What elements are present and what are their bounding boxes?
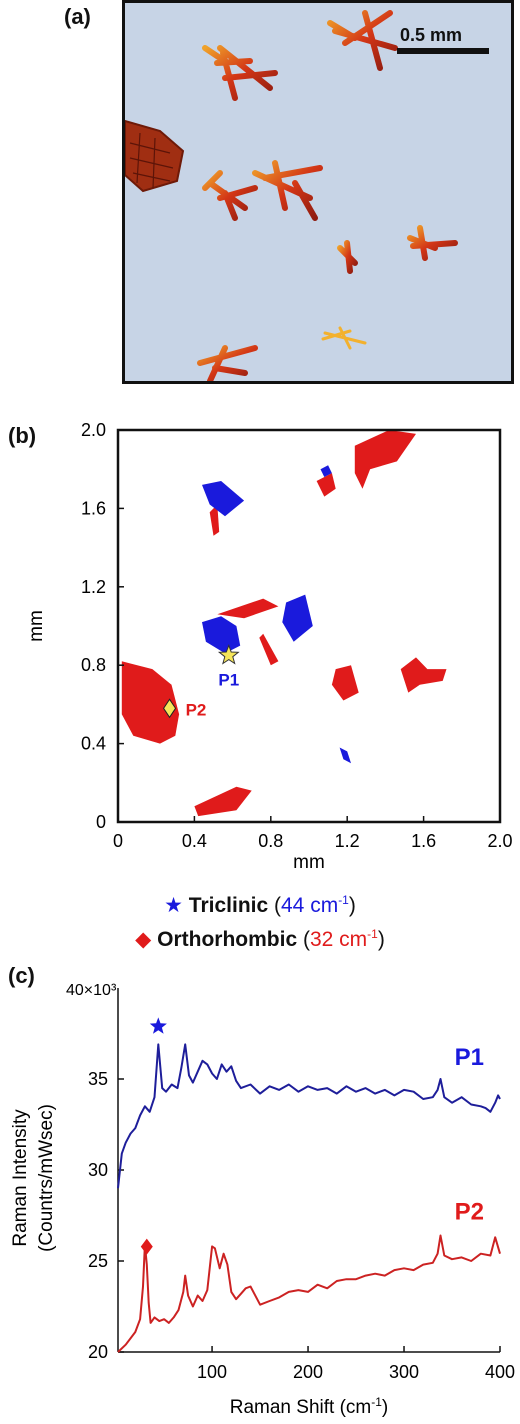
spectra-x-tick-label: 300	[389, 1362, 419, 1382]
legend-triclinic-value: 44 cm-1	[281, 893, 349, 917]
legend-triclinic-sup: -1	[338, 893, 349, 907]
peak-marker-star	[149, 1017, 167, 1034]
scale-bar-label: 0.5 mm	[400, 25, 463, 45]
map-regions	[121, 430, 447, 817]
spectra-y-label-line2: (Countrs/mWsec)	[36, 1104, 57, 1252]
map-region-orthorhombic-9	[209, 504, 220, 536]
legend-triclinic-value-text: 44 cm	[281, 894, 339, 917]
star-icon: ★	[164, 894, 183, 917]
map-region-orthorhombic-5	[400, 657, 447, 693]
map-region-orthorhombic-7	[217, 598, 279, 619]
series-label-p1: P1	[455, 1044, 484, 1071]
map-region-triclinic-5	[339, 747, 351, 764]
map-region-orthorhombic-6	[331, 665, 359, 701]
crystal-clusters	[197, 10, 458, 381]
map-point-label-p2: P2	[186, 700, 207, 719]
legend-triclinic: ★ Triclinic (44 cm-1)	[0, 893, 520, 918]
spectra-lines: P1 P2	[117, 1017, 501, 1353]
raman-map-chart: 0 0.4 0.8 1.2 1.6 2.0 00.40.81.21.62.0 mm mm …	[26, 420, 513, 873]
spectra-y-label-line1: Raman Intensity	[10, 1109, 31, 1247]
map-x-ticks: 0 0.4 0.8 1.2 1.6 2.0	[113, 816, 513, 851]
scale-bar	[397, 48, 489, 54]
spectra-y-tick-label: 35	[88, 1069, 108, 1089]
plate-crystal	[125, 119, 185, 193]
spectra-x-label-sup: -1	[371, 1395, 382, 1409]
map-point-label-p1: P1	[218, 670, 239, 689]
spectra-y-tick-label: 20	[88, 1342, 108, 1362]
map-x-axis-label: mm	[293, 852, 325, 873]
spectra-y-tick-label: 25	[88, 1251, 108, 1271]
map-x-tick-label: 0.4	[182, 831, 207, 851]
map-frame	[116, 428, 502, 824]
map-region-orthorhombic-3	[316, 473, 336, 497]
legend-orthorhombic-open: (	[297, 928, 310, 951]
map-x-tick-label: 0	[113, 831, 123, 851]
series-line-p1	[117, 1043, 501, 1189]
series-line-p2	[117, 1234, 501, 1353]
map-y-tick-label: 1.6	[81, 498, 106, 518]
map-y-axis-label: mm	[26, 610, 47, 642]
legend-triclinic-name: Triclinic	[188, 894, 269, 917]
panel-label-a: (a)	[64, 4, 91, 29]
map-y-tick-label: 0.4	[81, 734, 106, 754]
map-y-tick-label: 2.0	[81, 420, 106, 440]
map-points: P1 P2	[162, 643, 240, 719]
map-point-p1-star	[217, 643, 240, 665]
map-x-tick-label: 0.8	[258, 831, 283, 851]
legend-triclinic-open: (	[268, 894, 281, 917]
map-x-tick-label: 2.0	[487, 831, 512, 851]
map-y-tick-label: 0.8	[81, 655, 106, 675]
map-x-tick-label: 1.6	[411, 831, 436, 851]
diamond-icon: ◆	[135, 928, 152, 951]
spectra-x-tick-label: 200	[293, 1362, 323, 1382]
spectra-y-tick-label: 30	[88, 1160, 108, 1180]
panel-label-c: (c)	[8, 963, 35, 988]
series-label-p2: P2	[455, 1199, 484, 1226]
spectra-x-axis-label: Raman Shift (cm-1)	[230, 1395, 388, 1418]
map-region-orthorhombic-1	[121, 661, 180, 744]
map-y-ticks: 0 0.4 0.8 1.2 1.6 2.0	[81, 420, 124, 832]
spectra-y-ticks: 20 25 30 35	[88, 1069, 124, 1362]
map-region-orthorhombic-2	[194, 786, 252, 817]
map-region-triclinic-4	[320, 465, 332, 477]
map-point-p2-diamond	[162, 698, 177, 719]
spectra-x-ticks: 100 200 300 400	[197, 1346, 515, 1382]
peak-marker-diamond	[140, 1238, 153, 1255]
map-region-triclinic-2	[202, 481, 245, 517]
map-region-orthorhombic-4	[354, 430, 416, 489]
spectra-x-label-main: Raman Shift (cm	[230, 1397, 371, 1418]
legend-orthorhombic-sup: -1	[367, 927, 378, 941]
raman-spectra-chart: 40×10³ 20 25 30 35 100 200 300 400 P1 P2 Raman …	[10, 982, 515, 1418]
legend-orthorhombic-value: 32 cm-1	[309, 927, 378, 951]
spectra-x-tick-label: 400	[485, 1362, 515, 1382]
map-x-tick-label: 1.2	[335, 831, 360, 851]
map-region-orthorhombic-8	[259, 633, 279, 666]
legend-orthorhombic-value-text: 32 cm	[309, 928, 368, 951]
map-y-tick-label: 1.2	[81, 577, 106, 597]
crystal-drawing	[125, 10, 458, 381]
map-region-triclinic-3	[282, 594, 313, 642]
legend-orthorhombic-name: Orthorhombic	[157, 928, 298, 951]
y-multiplier-label: 40×10³	[66, 982, 117, 999]
panel-label-b: (b)	[8, 423, 37, 448]
micrograph-image: 0.5 mm	[122, 0, 514, 384]
spectra-x-tick-label: 100	[197, 1362, 227, 1382]
legend-orthorhombic-close: )	[377, 928, 385, 951]
legend-orthorhombic: ◆ Orthorhombic (32 cm-1)	[0, 927, 520, 952]
map-region-triclinic-1	[202, 616, 241, 654]
legend-triclinic-close: )	[348, 894, 356, 917]
map-y-tick-label: 0	[96, 812, 106, 832]
spectra-x-label-close: )	[382, 1397, 388, 1418]
